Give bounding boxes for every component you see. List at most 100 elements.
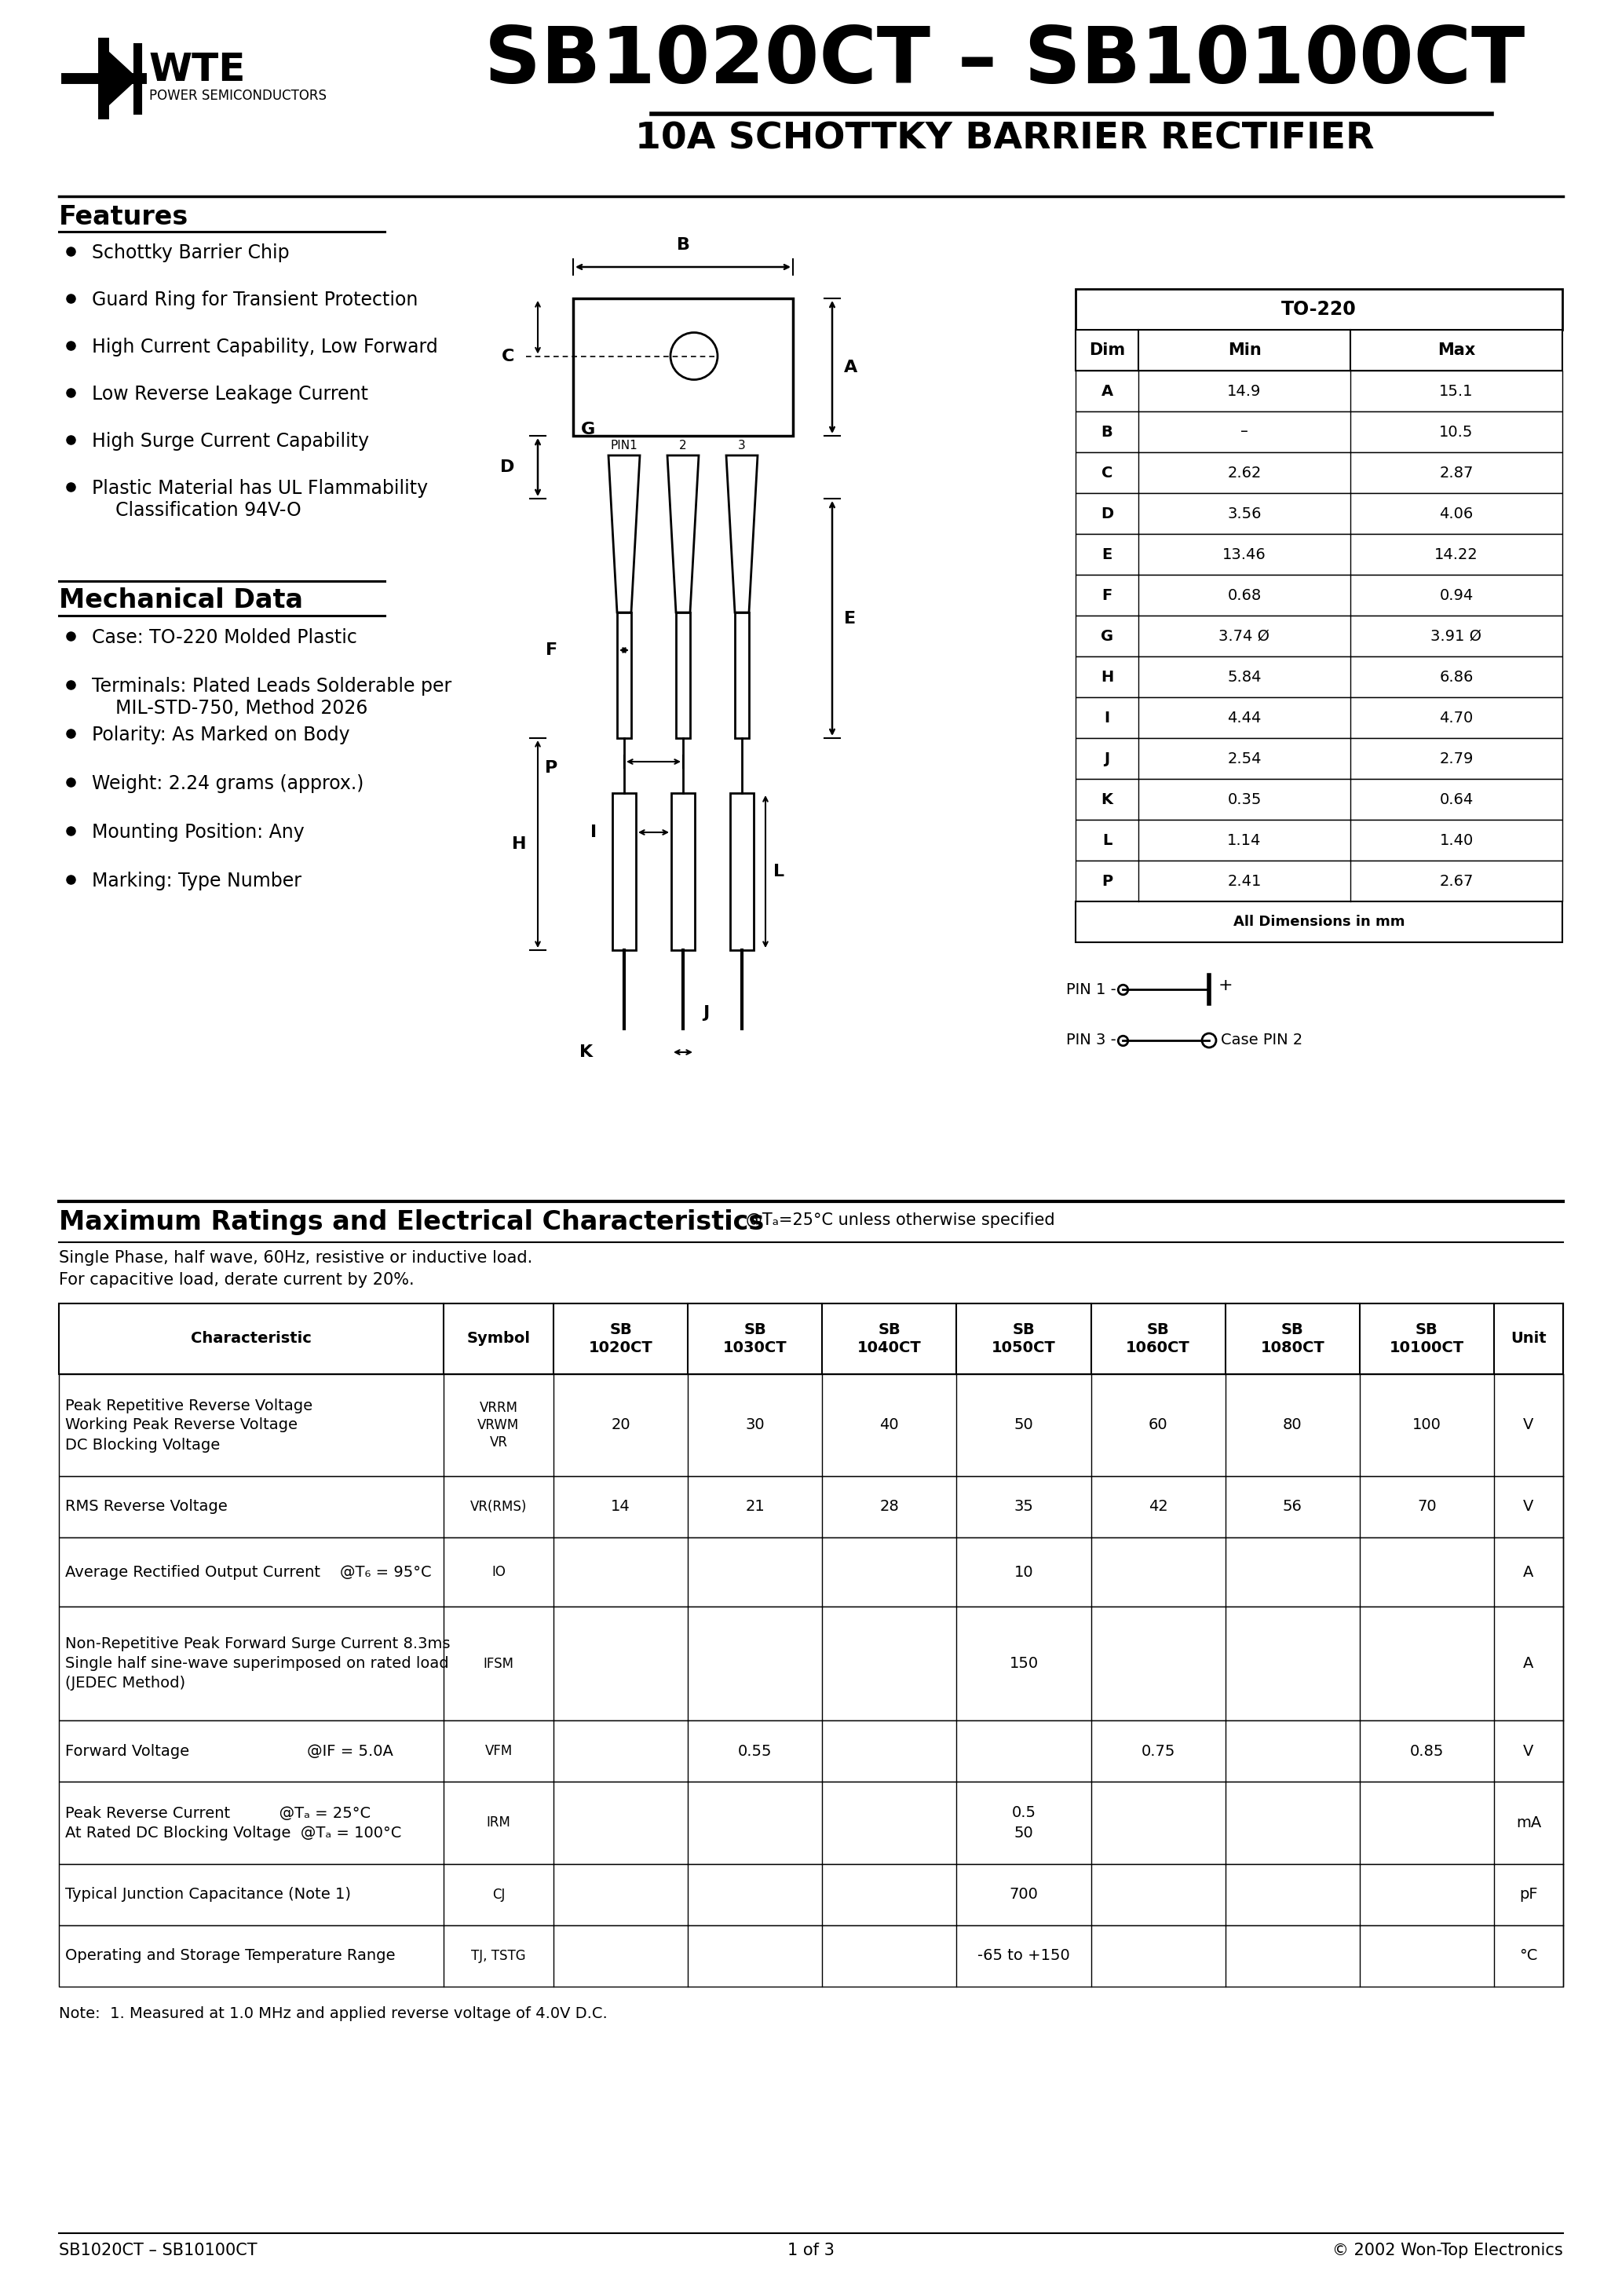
Text: 10: 10 [1014,1564,1033,1580]
Text: A: A [843,358,858,374]
Text: 15.1: 15.1 [1439,383,1473,400]
Bar [58,1304,1564,1373]
Text: mA: mA [1517,1816,1541,1830]
Text: G: G [1101,629,1113,643]
Text: 0.55: 0.55 [738,1743,772,1759]
Text: 56: 56 [1283,1499,1302,1515]
Bar [1075,737,1562,778]
Text: Terminals: Plated Leads Solderable per
    MIL-STD-750, Method 2026: Terminals: Plated Leads Solderable per M… [92,677,451,719]
Polygon shape [667,455,699,613]
Bar [58,1538,1564,1607]
Text: 100: 100 [1413,1417,1442,1433]
Text: E: E [843,611,856,627]
Text: Guard Ring for Transient Protection: Guard Ring for Transient Protection [92,292,418,310]
Text: H: H [1101,670,1113,684]
Text: Mechanical Data: Mechanical Data [58,588,303,613]
Text: VR(RMS): VR(RMS) [470,1499,527,1513]
Text: For capacitive load, derate current by 20%.: For capacitive load, derate current by 2… [58,1272,414,1288]
Text: 14.9: 14.9 [1228,383,1262,400]
Text: 1 of 3: 1 of 3 [788,2243,834,2259]
Text: VRRM
VRWM
VR: VRRM VRWM VR [477,1401,519,1449]
Bar [613,792,636,951]
Text: 0.94: 0.94 [1439,588,1473,602]
Text: 5.84: 5.84 [1228,670,1262,684]
Text: 2.62: 2.62 [1228,466,1262,480]
Bar [58,1926,1564,1986]
Text: 1.40: 1.40 [1439,833,1473,847]
Text: P: P [1101,872,1113,889]
Text: pF: pF [1520,1887,1538,1901]
Text: 4.70: 4.70 [1439,709,1473,726]
Text: 10.5: 10.5 [1439,425,1473,439]
Text: C: C [1101,466,1113,480]
Text: SB
1020CT: SB 1020CT [589,1322,652,1355]
Circle shape [670,333,717,379]
Text: Non-Repetitive Peak Forward Surge Current 8.3ms
Single half sine-wave superimpos: Non-Repetitive Peak Forward Surge Curren… [65,1637,451,1690]
Text: I: I [590,824,597,840]
Text: 70: 70 [1418,1499,1437,1515]
Text: Case: TO-220 Molded Plastic: Case: TO-220 Molded Plastic [92,629,357,647]
Bar [1075,615,1562,657]
Text: 2.87: 2.87 [1439,466,1473,480]
Text: Typical Junction Capacitance (Note 1): Typical Junction Capacitance (Note 1) [65,1887,350,1901]
Text: D: D [500,459,514,475]
Text: A: A [1523,1655,1534,1671]
Bar [1075,289,1562,331]
Text: Forward Voltage                        @IF = 5.0A: Forward Voltage @IF = 5.0A [65,1743,393,1759]
Text: 80: 80 [1283,1417,1302,1433]
Text: Operating and Storage Temperature Range: Operating and Storage Temperature Range [65,1949,396,1963]
Polygon shape [727,455,757,613]
Text: Weight: 2.24 grams (approx.): Weight: 2.24 grams (approx.) [92,774,363,792]
Bar [1075,657,1562,698]
Text: B: B [676,236,689,253]
Text: 50: 50 [1014,1417,1033,1433]
Text: 4.44: 4.44 [1228,709,1262,726]
Text: 3.74 Ø: 3.74 Ø [1218,629,1270,643]
Polygon shape [107,51,138,106]
Text: 0.64: 0.64 [1439,792,1473,806]
Text: 21: 21 [746,1499,764,1515]
Bar [58,1864,1564,1926]
Text: 2.79: 2.79 [1439,751,1473,767]
Text: SB
1050CT: SB 1050CT [991,1322,1056,1355]
Bar [1075,820,1562,861]
Text: Polarity: As Marked on Body: Polarity: As Marked on Body [92,726,350,744]
Text: Mounting Position: Any: Mounting Position: Any [92,822,305,843]
Bar [1075,331,1562,370]
Text: D: D [1101,505,1113,521]
Text: Maximum Ratings and Electrical Characteristics: Maximum Ratings and Electrical Character… [58,1210,764,1235]
Text: E: E [1101,546,1113,563]
Text: 150: 150 [1009,1655,1038,1671]
Text: IRM: IRM [487,1816,511,1830]
Text: PIN1: PIN1 [610,441,637,452]
Text: Dim: Dim [1088,342,1126,358]
Text: TO-220: TO-220 [1281,301,1356,319]
Bar [1075,370,1562,411]
Text: K: K [579,1045,592,1061]
Bar [58,1720,1564,1782]
Text: Case PIN 2: Case PIN 2 [1221,1033,1302,1047]
Text: High Surge Current Capability: High Surge Current Capability [92,432,370,450]
Text: +: + [1218,978,1233,994]
Text: P: P [545,760,558,776]
Text: 2.54: 2.54 [1228,751,1262,767]
Text: J: J [1105,751,1109,767]
Text: G: G [581,422,595,436]
Text: 42: 42 [1148,1499,1168,1515]
Text: V: V [1523,1499,1534,1515]
Text: 3: 3 [738,441,746,452]
Text: WTE: WTE [149,51,247,90]
Text: Symbol: Symbol [467,1332,530,1345]
Bar [676,613,689,737]
Text: 0.5
50: 0.5 50 [1012,1805,1036,1839]
Text: 0.85: 0.85 [1410,1743,1444,1759]
Text: 35: 35 [1014,1499,1033,1515]
Text: 3.56: 3.56 [1228,505,1262,521]
Bar [1075,411,1562,452]
Text: I: I [1105,709,1109,726]
Text: Average Rectified Output Current    @T₆ = 95°C: Average Rectified Output Current @T₆ = 9… [65,1564,431,1580]
Text: °C: °C [1520,1949,1538,1963]
Text: C: C [501,349,514,365]
Text: L: L [774,863,785,879]
Text: Single Phase, half wave, 60Hz, resistive or inductive load.: Single Phase, half wave, 60Hz, resistive… [58,1249,532,1265]
